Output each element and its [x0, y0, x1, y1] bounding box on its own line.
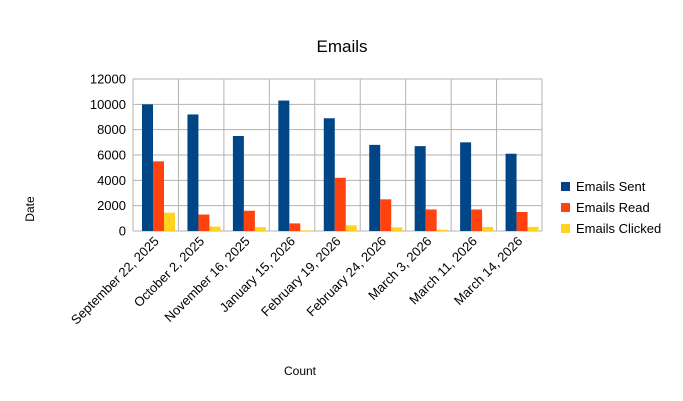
x-tick-label: February 19, 2026 — [258, 234, 344, 320]
bar-emails-read — [425, 209, 437, 231]
bar-emails-read — [198, 214, 210, 231]
bar-emails-clicked — [482, 226, 494, 231]
legend-label: Emails Sent — [576, 179, 646, 194]
bar-emails-read — [380, 199, 392, 231]
bar-emails-clicked — [209, 226, 221, 231]
x-axis-label: Count — [284, 364, 317, 378]
x-tick-label: September 22, 2025 — [68, 234, 162, 328]
bar-emails-clicked — [391, 227, 403, 231]
bar-emails-sent — [323, 118, 335, 231]
y-tick-label: 10000 — [90, 97, 126, 112]
legend: Emails Sent Emails Read Emails Clicked — [561, 179, 661, 236]
legend-swatch — [561, 224, 570, 233]
bar-emails-read — [516, 212, 528, 231]
bar-emails-sent — [187, 114, 199, 231]
x-tick-label: November 16, 2025 — [161, 234, 252, 325]
legend-swatch — [561, 203, 570, 212]
bar-emails-read — [471, 209, 483, 231]
x-tick-label: February 24, 2026 — [303, 234, 389, 320]
bar-emails-sent — [414, 146, 426, 231]
bar-emails-read — [153, 161, 164, 231]
bar-emails-clicked — [527, 226, 539, 231]
legend-label: Emails Clicked — [576, 221, 661, 236]
bar-emails-sent — [460, 142, 472, 231]
bar-emails-clicked — [345, 225, 357, 231]
bar-emails-read — [289, 223, 301, 231]
bar-emails-sent — [278, 100, 290, 232]
bar-emails-sent — [505, 153, 517, 231]
y-tick-label: 0 — [119, 224, 126, 239]
y-axis-label: Date — [23, 196, 37, 222]
bar-emails-clicked — [254, 227, 266, 231]
bar-emails-clicked — [436, 229, 448, 231]
bar-emails-sent — [369, 144, 381, 231]
bar-emails-read — [243, 210, 255, 231]
legend-swatch — [561, 182, 570, 191]
y-tick-label: 8000 — [97, 122, 126, 137]
legend-label: Emails Read — [576, 200, 650, 215]
y-tick-label: 6000 — [97, 148, 126, 163]
y-tick-label: 4000 — [97, 173, 126, 188]
bar-emails-clicked — [300, 230, 312, 231]
y-tick-label: 12000 — [90, 72, 126, 87]
chart-title: Emails — [316, 37, 367, 56]
plot-area: 0 2000 4000 6000 8000 10000 12000 September 22,… — [68, 72, 543, 328]
bar-emails-sent — [142, 104, 153, 231]
bar-emails-clicked — [164, 212, 175, 231]
bar-emails-read — [334, 177, 346, 231]
y-tick-label: 2000 — [97, 198, 126, 213]
bar-emails-sent — [232, 136, 244, 231]
